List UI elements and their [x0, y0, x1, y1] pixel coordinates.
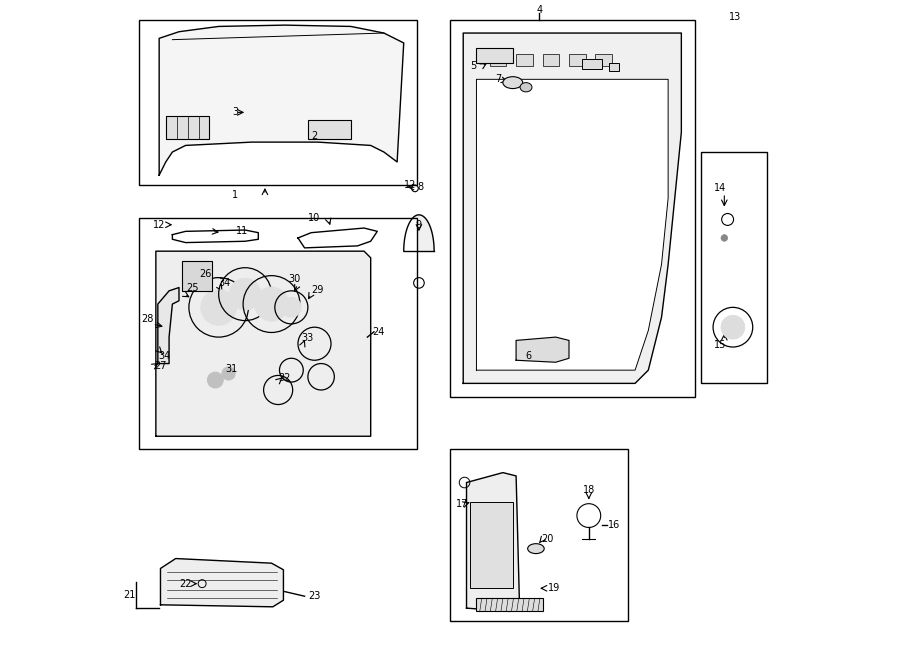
Text: 15: 15 [714, 340, 726, 350]
Text: 1: 1 [232, 190, 239, 200]
Text: 12: 12 [153, 219, 166, 230]
Bar [450, 449, 628, 621]
Text: 4: 4 [536, 5, 543, 15]
Polygon shape [160, 559, 284, 607]
Text: 5: 5 [470, 61, 476, 71]
Polygon shape [476, 79, 668, 370]
Text: 26: 26 [199, 269, 212, 280]
Text: 31: 31 [226, 364, 238, 374]
Text: 14: 14 [714, 183, 725, 194]
Bar [308, 120, 351, 139]
Bar [490, 54, 506, 66]
Circle shape [282, 297, 302, 317]
Text: 17: 17 [455, 498, 468, 509]
Polygon shape [173, 230, 258, 243]
Text: 2: 2 [311, 130, 318, 141]
Polygon shape [466, 473, 519, 611]
Bar [166, 116, 209, 139]
Polygon shape [404, 215, 434, 251]
Polygon shape [464, 33, 681, 383]
Bar [516, 54, 533, 66]
Polygon shape [156, 251, 371, 436]
Text: 29: 29 [311, 284, 324, 295]
Bar [582, 59, 602, 69]
Text: 23: 23 [309, 591, 320, 602]
Bar [569, 54, 586, 66]
Text: 10: 10 [309, 213, 320, 223]
Bar [140, 20, 417, 185]
Circle shape [201, 290, 237, 325]
Polygon shape [516, 337, 569, 362]
Text: 18: 18 [582, 485, 595, 496]
Text: 12: 12 [404, 180, 417, 190]
Text: 32: 32 [279, 373, 291, 383]
Text: 21: 21 [123, 590, 136, 600]
Text: 28: 28 [141, 313, 153, 324]
Bar [470, 502, 513, 588]
Circle shape [207, 372, 223, 388]
Text: 24: 24 [373, 327, 385, 337]
Text: 13: 13 [729, 11, 742, 22]
Polygon shape [159, 25, 404, 175]
Text: 27: 27 [154, 360, 166, 371]
Text: 16: 16 [608, 520, 620, 531]
Text: 34: 34 [218, 278, 230, 288]
Text: 19: 19 [548, 583, 561, 594]
Bar [450, 20, 695, 397]
Text: 34: 34 [158, 350, 171, 361]
Circle shape [255, 287, 289, 321]
Text: 6: 6 [525, 350, 531, 361]
Circle shape [721, 315, 745, 339]
Text: 9: 9 [416, 219, 422, 230]
Bar [608, 63, 618, 71]
Text: 22: 22 [179, 578, 192, 589]
Text: 7: 7 [495, 74, 501, 85]
Bar [596, 54, 612, 66]
Text: 20: 20 [542, 533, 554, 544]
Text: 30: 30 [289, 274, 301, 284]
Bar [476, 48, 513, 63]
Text: 33: 33 [302, 333, 314, 344]
Circle shape [222, 367, 235, 380]
Text: 8: 8 [418, 182, 423, 192]
Bar [140, 218, 417, 449]
Bar [476, 598, 543, 611]
Polygon shape [298, 228, 377, 248]
Bar [183, 261, 212, 291]
Circle shape [230, 278, 261, 310]
Ellipse shape [503, 77, 523, 89]
Circle shape [721, 235, 727, 241]
Polygon shape [158, 288, 179, 364]
Bar [543, 54, 559, 66]
Bar [701, 152, 768, 383]
Ellipse shape [520, 83, 532, 92]
Ellipse shape [527, 543, 544, 554]
Text: 3: 3 [232, 107, 239, 118]
Text: 11: 11 [236, 226, 248, 237]
Text: 25: 25 [186, 282, 199, 293]
